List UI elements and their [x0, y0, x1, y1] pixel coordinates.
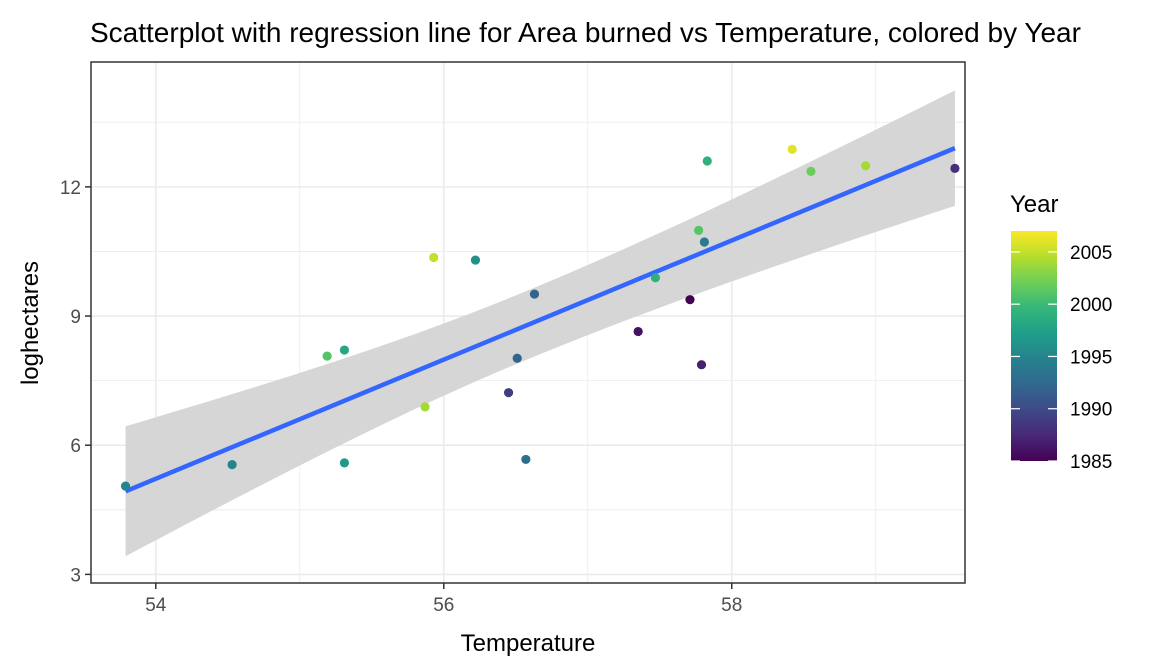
data-point [694, 225, 704, 235]
data-point [339, 458, 350, 468]
axes: 54 56 58 3 6 9 12 [60, 178, 742, 616]
data-point [787, 144, 797, 155]
data-point [696, 360, 707, 370]
x-tick-label: 54 [145, 595, 167, 616]
data-point [420, 402, 430, 412]
data-point [699, 237, 709, 247]
data-point [950, 163, 960, 173]
data-point [521, 454, 531, 465]
confidence-band [125, 90, 955, 557]
data-point [470, 255, 481, 265]
data-point [322, 351, 332, 361]
regression-line [124, 146, 956, 494]
data-point [633, 326, 643, 337]
data-point [702, 156, 712, 166]
legend-label: 1990 [1070, 400, 1112, 421]
legend-label: 2005 [1070, 243, 1112, 264]
x-tick-label: 58 [721, 595, 742, 616]
legend-label: 2000 [1070, 295, 1112, 316]
regression-line-layer [124, 146, 956, 494]
data-point [512, 353, 522, 363]
data-point [806, 166, 816, 176]
panel-border [90, 61, 966, 584]
data-point [685, 295, 695, 305]
data-point [503, 388, 514, 398]
y-tick-label: 9 [70, 307, 81, 328]
legend-label: 1995 [1070, 347, 1112, 368]
points-layer [120, 144, 960, 491]
data-point [861, 161, 871, 171]
data-point [650, 273, 661, 283]
color-legend: 1985 1990 1995 2000 2005 [1011, 231, 1112, 473]
y-tick-label: 6 [70, 436, 81, 457]
x-tick-label: 56 [433, 595, 454, 616]
data-point [120, 481, 131, 491]
y-tick-label: 12 [60, 178, 81, 199]
confidence-band-layer [125, 90, 955, 557]
x-axis-title: Temperature [461, 630, 596, 657]
y-axis-title: loghectares [17, 261, 44, 385]
colorbar [1011, 231, 1057, 461]
data-point [227, 459, 237, 470]
data-point [339, 345, 350, 355]
chart-title: Scatterplot with regression line for Are… [90, 17, 1081, 48]
legend-title: Year [1010, 191, 1059, 218]
legend-label: 1985 [1070, 452, 1112, 473]
data-point [529, 289, 540, 299]
data-point [429, 252, 439, 263]
y-tick-label: 3 [70, 565, 81, 586]
